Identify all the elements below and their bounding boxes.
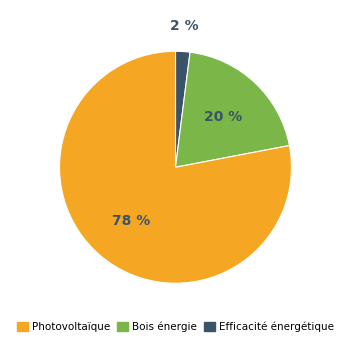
Text: 2 %: 2 % [170, 19, 199, 33]
Wedge shape [60, 51, 291, 283]
Text: 20 %: 20 % [204, 109, 242, 124]
Wedge shape [176, 52, 290, 167]
Wedge shape [176, 51, 190, 167]
Legend: Photovoltaïque, Bois énergie, Efficacité énergétique: Photovoltaïque, Bois énergie, Efficacité… [13, 317, 338, 336]
Text: 78 %: 78 % [112, 214, 150, 228]
